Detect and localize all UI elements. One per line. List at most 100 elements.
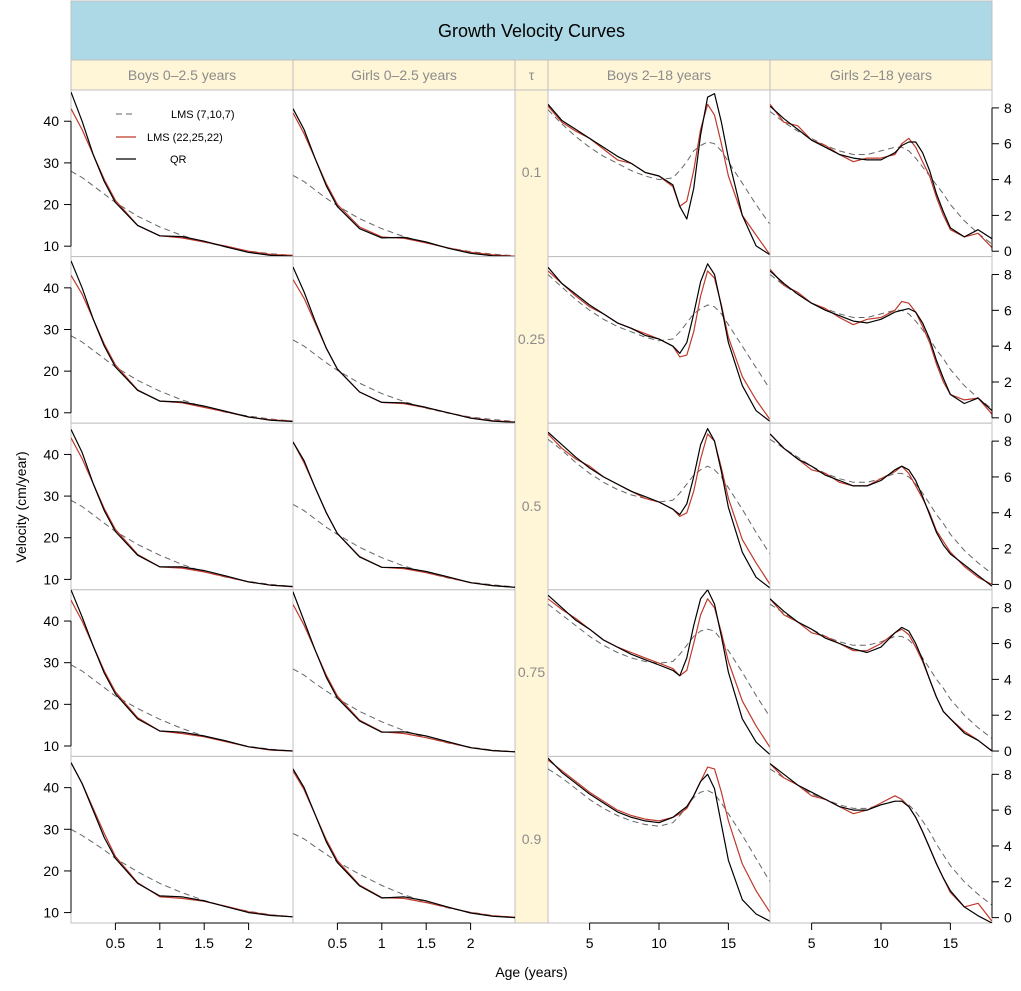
header-tau: τ [529, 67, 535, 83]
series-lms_7_10_7 [293, 339, 515, 422]
x-axis-title: Age (years) [495, 964, 567, 980]
y-tick-label-right: 2 [1004, 374, 1012, 390]
series-lines [293, 266, 515, 423]
series-qr [770, 105, 992, 240]
panel-boys_child-tau-0.75 [547, 589, 771, 757]
tau-label-1: 0.25 [518, 331, 545, 347]
y-tick-label-right: 8 [1004, 766, 1012, 782]
series-lines [293, 591, 515, 753]
series-lines [548, 92, 770, 256]
series-qr [548, 757, 770, 922]
x-tick-label: 10 [651, 935, 667, 951]
series-qr [71, 429, 293, 588]
series-lms_7_10_7 [71, 499, 293, 587]
series-lms_7_10_7 [548, 768, 770, 883]
series-lms_7_10_7 [293, 833, 515, 918]
y-tick-label-right: 2 [1004, 541, 1012, 557]
y-tick-label-right: 6 [1004, 636, 1012, 652]
panel-girls_infant-tau-0.75 [292, 589, 516, 757]
y-tick-label-right: 0 [1004, 410, 1012, 426]
x-tick-label: 5 [808, 935, 816, 951]
x-tick-label: 15 [721, 935, 737, 951]
series-lms_22_25_22 [548, 759, 770, 913]
series-qr [770, 598, 992, 752]
series-lms_22_25_22 [71, 762, 293, 918]
panel-girls_child-tau-0.5 [769, 422, 993, 591]
panel-frame [769, 89, 993, 258]
series-lms_7_10_7 [293, 668, 515, 753]
panel-frame [769, 422, 993, 591]
header-boys-infant: Boys 0–2.5 years [128, 67, 236, 83]
series-qr [770, 763, 992, 924]
series-lms_7_10_7 [71, 335, 293, 422]
panel-frame [769, 755, 993, 924]
series-lms_7_10_7 [293, 174, 515, 257]
series-lines [770, 433, 992, 587]
tau-label-4: 0.9 [522, 831, 542, 847]
legend-label-red: LMS (22,25,22) [147, 132, 223, 144]
panel-frame [70, 89, 294, 258]
y-tick-label-left: 20 [43, 197, 59, 213]
series-lines [770, 763, 992, 924]
panel-boys_infant-tau-0.25 [70, 256, 294, 424]
series-qr [770, 433, 992, 587]
title-strip-bg [70, 0, 993, 61]
series-lms_22_25_22 [548, 433, 770, 585]
panel-frame [769, 589, 993, 757]
series-lms_7_10_7 [293, 503, 515, 588]
y-tick-label-left: 30 [43, 821, 59, 837]
x-tick-label: 1.5 [194, 935, 214, 951]
panel-frame [292, 589, 516, 757]
panel-frame [292, 422, 516, 591]
panel-frame [547, 89, 771, 258]
series-lines [293, 768, 515, 919]
series-qr [548, 589, 770, 756]
y-tick-label-left: 40 [43, 780, 59, 796]
y-tick-label-right: 4 [1004, 172, 1012, 188]
panel-girls_infant-tau-0.25 [292, 256, 516, 424]
y-tick-label-right: 6 [1004, 136, 1012, 152]
x-tick-label: 10 [873, 935, 889, 951]
title-strip: Growth Velocity Curves [70, 0, 993, 61]
y-tick-label-left: 40 [43, 613, 59, 629]
y-tick-label-left: 10 [43, 738, 59, 754]
y-tick-label-right: 0 [1004, 743, 1012, 759]
y-tick-label-left: 20 [43, 863, 59, 879]
header-strip-boys-infant [70, 59, 294, 91]
y-tick-label-right: 2 [1004, 207, 1012, 223]
series-lines [770, 268, 992, 415]
series-qr [548, 92, 770, 256]
tau-strip-bg [514, 89, 549, 924]
series-qr [293, 768, 515, 919]
x-tick-label: 2 [245, 935, 253, 951]
legend: LMS (7,10,7) LMS (22,25,22) QR [116, 109, 235, 166]
panel-frame [292, 755, 516, 924]
panel-girls_child-tau-0.9 [769, 755, 993, 924]
panel-boys_child-tau-0.5 [547, 422, 771, 591]
x-tick-label: 15 [943, 935, 959, 951]
panel-boys_child-tau-0.25 [547, 256, 771, 424]
axes: 1020304010203040102030401020304010203040… [43, 100, 1012, 951]
y-tick-label-left: 40 [43, 446, 59, 462]
legend-label-dashed: LMS (7,10,7) [171, 109, 235, 121]
y-tick-label-right: 8 [1004, 600, 1012, 616]
series-lms_7_10_7 [71, 170, 293, 256]
header-boys-child: Boys 2–18 years [607, 67, 711, 83]
column-headers: Boys 0–2.5 years Girls 0–2.5 years τ Boy… [70, 59, 993, 91]
series-qr [293, 108, 515, 257]
series-lines [770, 598, 992, 752]
panel-boys_infant-tau-0.75 [70, 589, 294, 757]
panel-boys_infant-tau-0.9 [70, 755, 294, 924]
y-tick-label-left: 10 [43, 571, 59, 587]
series-lms_7_10_7 [548, 438, 770, 555]
series-qr [293, 266, 515, 423]
series-lms_7_10_7 [548, 603, 770, 718]
x-tick-label: 0.5 [328, 935, 348, 951]
y-tick-label-left: 20 [43, 530, 59, 546]
x-tick-label: 2 [467, 935, 475, 951]
y-tick-label-left: 40 [43, 113, 59, 129]
y-tick-label-left: 20 [43, 363, 59, 379]
series-lms_7_10_7 [548, 109, 770, 225]
panel-girls_child-tau-0.75 [769, 589, 993, 757]
